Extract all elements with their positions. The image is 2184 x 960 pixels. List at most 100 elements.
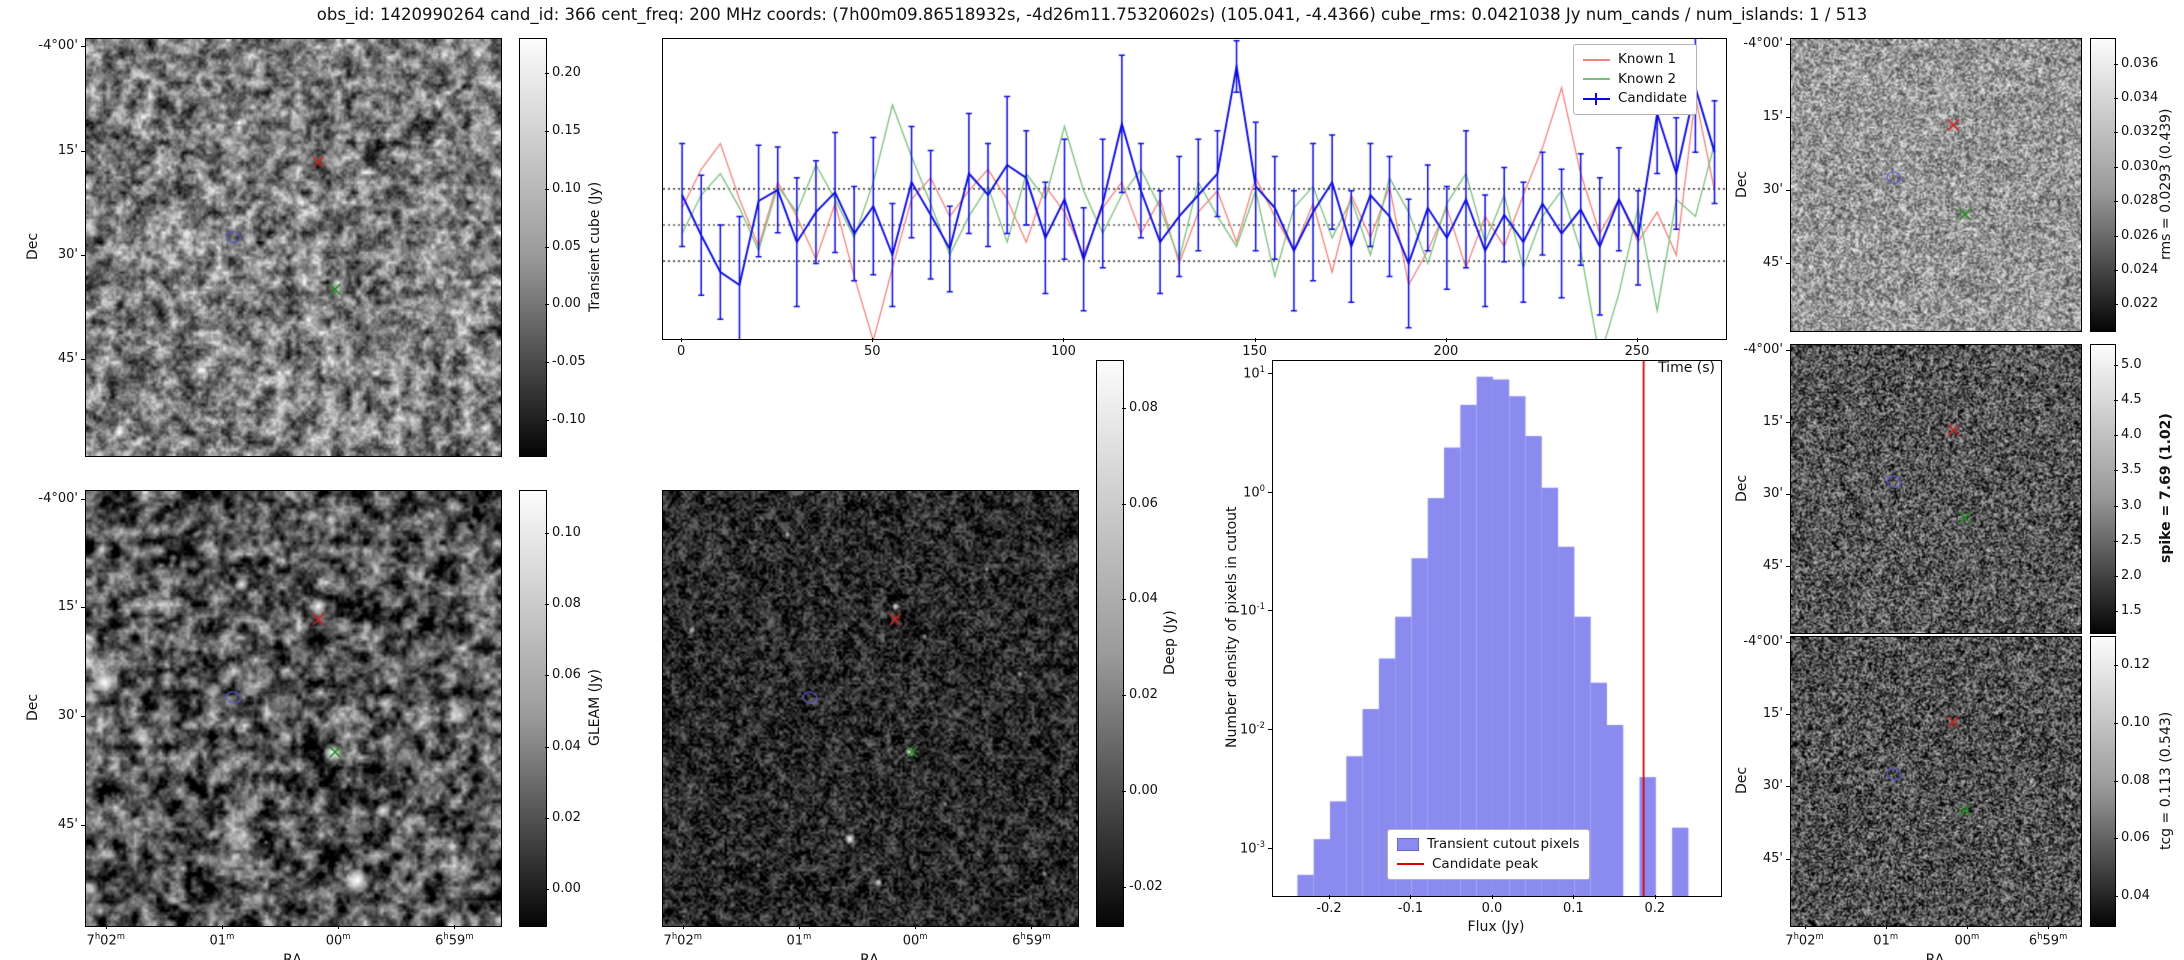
tcg-colorbar [2090,636,2116,927]
dec-tick-label: 45' [57,351,78,367]
lightcurve-plot [662,38,1727,340]
ra-tick-label-mark [338,925,340,929]
colorbar-tick-label: 0.02 [552,810,581,826]
ra-tick-label: 00m [325,931,351,949]
dec-tick-label-mark [1786,349,1790,351]
ra-tick-label-mark [1885,925,1887,929]
colorbar-tick-label: 0.08 [2121,772,2150,788]
colorbar-tick-label-mark [545,72,549,74]
colorbar-tick-label-mark [2114,575,2118,577]
colorbar-tick-label-mark [2114,365,2118,367]
colorbar-tick-label: 0.10 [2121,714,2150,730]
time-tick-label: 100 [1051,344,1076,359]
colorbar-tick-label: 2.0 [2121,567,2142,583]
dec-tick-label: -4°00' [1743,35,1783,51]
time-tick-label-mark [681,338,683,342]
colorbar-tick-label: 0.00 [552,881,581,897]
colorbar-tick-label: 0.05 [552,238,581,254]
candidate-peak-line-sample [1397,858,1424,870]
colorbar-tick-label: 0.024 [2121,261,2159,277]
ra-tick-label: 01m [209,931,235,949]
colorbar-tick-label: 0.10 [552,180,581,196]
colorbar-tick-label: 0.12 [2121,656,2150,672]
flux-axis-label: Flux (Jy) [1467,919,1525,935]
time-tick-label-mark [1063,338,1065,342]
colorbar-tick-label-mark [2114,435,2118,437]
time-tick-label-mark [1254,338,1256,342]
colorbar-tick-label: 0.034 [2121,90,2159,106]
colorbar-tick-label-mark [545,420,549,422]
colorbar-tick-label-mark [1122,695,1126,697]
colorbar-tick-label: 0.030 [2121,158,2159,174]
ra-tick-label: 6h59m [1012,931,1051,949]
colorbar-tick-label-mark [545,304,549,306]
colorbar-tick-label-mark [2114,132,2118,134]
dec-tick-label-mark [81,359,85,361]
colorbar-tick-label: 1.5 [2121,602,2142,618]
deep-image [662,490,1079,927]
colorbar-tick-label: 0.08 [552,596,581,612]
colorbar-tick-label: 0.06 [2121,830,2150,846]
flux-tick-label: 0.2 [1644,901,1666,916]
colorbar-tick-label-mark [2114,304,2118,306]
colorbar-tick-label: 4.0 [2121,427,2142,443]
hist-y-tick-label: 101 [1243,364,1265,382]
hist-y-tick-label: 100 [1243,482,1265,500]
dec-tick-label: -4°00' [1743,341,1783,357]
ra-tick-label: 6h59m [2028,931,2068,949]
dec-tick-label-mark [1786,714,1790,716]
colorbar-tick-label-mark [545,746,549,748]
colorbar-tick-label: -0.05 [552,354,586,370]
deep-colorbar [1096,360,1124,927]
dec-tick-label: -4°00' [1743,633,1783,649]
known1-legend-label: Known 1 [1618,51,1677,67]
dec-tick-label: 45' [57,816,78,832]
colorbar-tick-label-mark [545,818,549,820]
hist-y-tick-mark [1268,491,1272,493]
transient-colorbar [519,38,547,457]
ra-axis-label: RA [283,952,302,960]
colorbar-tick-label-mark [2114,610,2118,612]
known1-line-sample [1583,54,1610,66]
colorbar-tick-label: -0.10 [552,412,586,428]
dec-tick-label: 15' [57,142,78,158]
colorbar-tick-label: 0.08 [1129,399,1158,415]
ra-tick-label-mark [2048,925,2050,929]
ra-tick-label: 7h02m [663,931,702,949]
colorbar-tick-label: 2.5 [2121,532,2142,548]
dec-tick-label: 15' [1762,413,1783,429]
tcg-image [1790,636,2082,927]
figure-title: obs_id: 1420990264 cand_id: 366 cent_fre… [316,5,1868,24]
ra-tick-label-mark [1966,925,1968,929]
colorbar-tick-label-mark [545,675,549,677]
colorbar-tick-label: -0.02 [1129,878,1163,894]
dec-tick-label: 15' [57,599,78,615]
colorbar-tick-label: 3.0 [2121,497,2142,513]
hist-y-tick-mark [1268,728,1272,730]
dec-tick-label: -4°00' [38,38,78,54]
dec-tick-label-mark [1786,641,1790,643]
colorbar-tick-label-mark [1122,599,1126,601]
dec-tick-label-mark [1786,43,1790,45]
colorbar-tick-label-mark [2114,780,2118,782]
dec-tick-label-mark [1786,189,1790,191]
time-tick-label: 200 [1433,344,1459,359]
gleam-colorbar-label: GLEAM (Jy) [587,669,603,746]
gleam-image [85,490,502,927]
colorbar-tick-label-mark [1122,407,1126,409]
colorbar-tick-label: 0.032 [2121,124,2159,140]
lightcurve-legend: Known 1 Known 2 Candidate [1573,44,1698,115]
colorbar-tick-label-mark [2114,98,2118,100]
dec-tick-label: 30' [57,708,78,724]
colorbar-tick-label-mark [2114,838,2118,840]
flux-tick-label: 0.0 [1481,901,1503,916]
colorbar-tick-label-mark [2114,166,2118,168]
colorbar-tick-label-mark [545,604,549,606]
ra-tick-label: 00m [902,931,928,949]
rms-colorbar [2090,38,2116,332]
colorbar-tick-label: 0.06 [552,667,581,683]
colorbar-tick-label: 0.15 [552,122,581,138]
flux-histogram-plot [1272,360,1722,897]
dec-tick-label-mark [81,46,85,48]
colorbar-tick-label-mark [2114,664,2118,666]
